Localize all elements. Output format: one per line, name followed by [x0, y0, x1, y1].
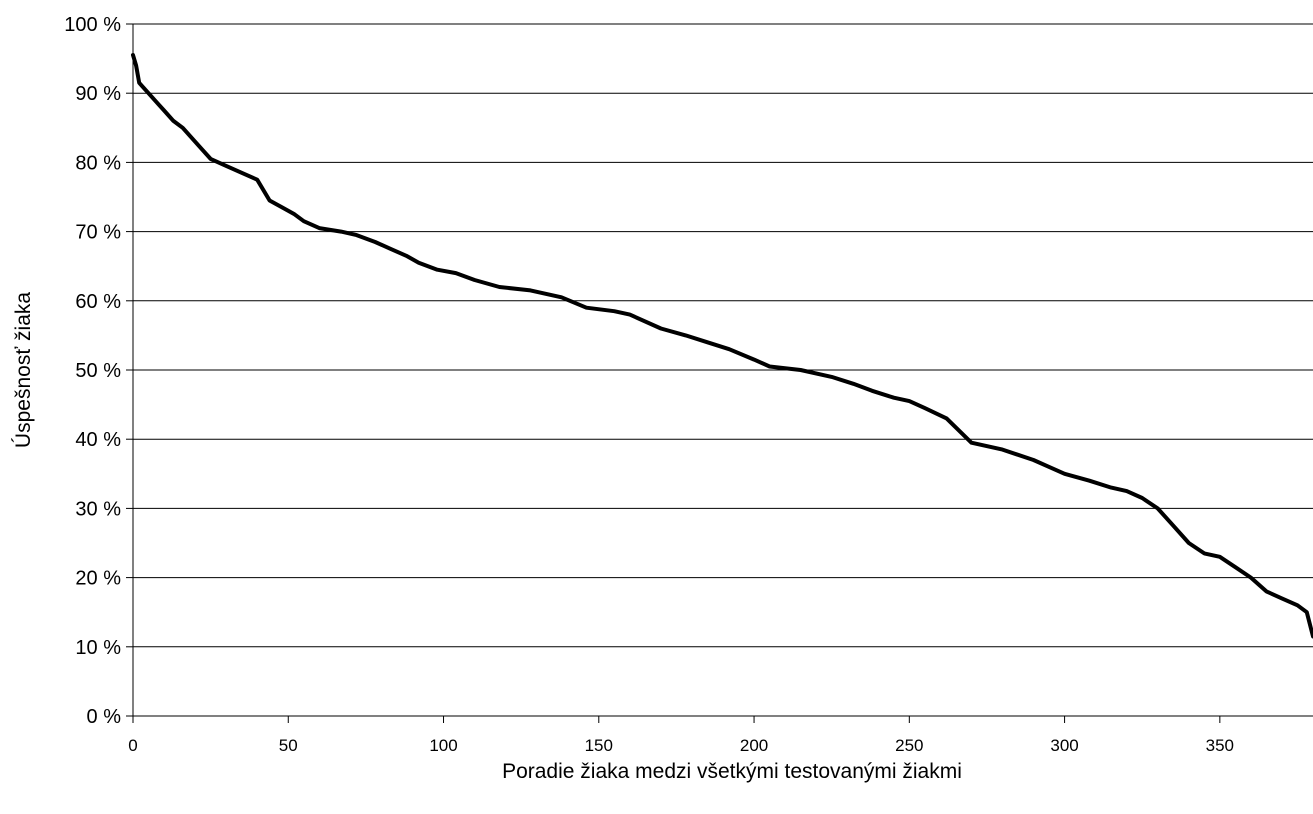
y-tick-label: 60 %: [75, 291, 121, 313]
x-tick-label: 350: [1206, 736, 1234, 755]
axes: [132, 24, 1313, 717]
x-tick-label: 200: [740, 736, 768, 755]
y-tick-label: 100 %: [64, 14, 121, 36]
x-tick-label: 150: [585, 736, 613, 755]
x-tick-label: 0: [128, 736, 137, 755]
y-tick-label: 90 %: [75, 83, 121, 105]
y-tick-labels: 0 % 10 % 20 % 30 % 40 % 50 % 60 % 70 % 80 % 90 % 1…: [64, 14, 121, 728]
y-tick-label: 80 %: [75, 152, 121, 174]
x-tick-label: 50: [279, 736, 298, 755]
x-tick-label: 300: [1050, 736, 1078, 755]
y-tick-label: 70 %: [75, 222, 121, 244]
x-tick-label: 250: [895, 736, 923, 755]
gridlines: [126, 23, 1313, 717]
x-tick-labels: 0 50 100 150 200 250 300 350: [128, 716, 1234, 755]
y-tick-label: 40 %: [75, 429, 121, 451]
y-tick-label: 50 %: [75, 360, 121, 382]
series-line: [131, 53, 1313, 639]
x-tick-label: 100: [429, 736, 457, 755]
y-tick-label: 20 %: [75, 568, 121, 590]
y-axis-title: Úspešnosť žiaka: [12, 292, 35, 448]
x-axis-title: Poradie žiaka medzi všetkými testovanými…: [502, 760, 962, 783]
y-tick-label: 30 %: [75, 498, 121, 520]
y-tick-label: 0 %: [87, 706, 122, 728]
y-tick-label: 10 %: [75, 637, 121, 659]
